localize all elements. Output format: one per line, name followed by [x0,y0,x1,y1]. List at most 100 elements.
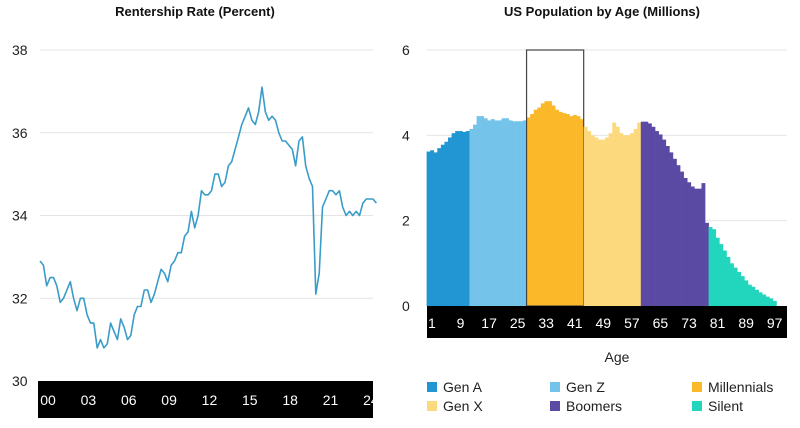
bar-gen-x [587,131,592,306]
y-tick-label: 6 [402,42,410,58]
legend-swatch [692,401,702,411]
y-tick-label: 0 [402,298,410,314]
bar-millennials [530,114,534,306]
bar-boomers [655,131,659,306]
legend-label: Boomers [566,398,622,414]
bar-gen-z [515,121,520,307]
legend-item: Gen X [427,398,483,414]
rentership-line [39,86,378,349]
bar-silent [730,263,734,306]
legend-label: Gen Z [566,379,605,395]
bar-gen-a [462,131,467,306]
legend-item: Silent [692,398,743,414]
bar-gen-x [630,133,634,306]
x-tick-label: 9 [457,315,465,331]
bar-gen-z [505,118,510,307]
bar-millennials [572,114,577,306]
x-tick-label: 25 [510,315,526,331]
bar-boomers [665,146,670,306]
bar-boomers [651,126,656,306]
x-tick-label: 15 [242,392,258,408]
bar-silent [755,289,759,306]
bar-silent [744,280,749,306]
bar-gen-z [494,120,499,307]
bar-silent [726,256,731,306]
bar-silent [737,271,742,306]
legend-item: Gen A [427,379,483,395]
bar-gen-z [487,120,492,307]
bar-silent [765,296,770,306]
bar-gen-x [637,122,642,307]
bar-gen-a [455,131,460,306]
bar-boomers [662,139,667,306]
bar-gen-a [440,144,445,306]
bar-gen-x [605,137,609,306]
y-tick-label: 34 [12,208,28,224]
legend-label: Millennials [708,379,773,395]
bar-gen-x [583,126,588,306]
left-chart-title: Rentership Rate (Percent) [115,4,275,19]
bar-millennials [565,114,570,306]
bar-gen-z [480,116,485,306]
x-tick-label: 57 [624,315,640,331]
bar-silent [772,300,777,306]
bar-gen-a [444,141,449,306]
legend-swatch [427,401,437,411]
y-tick-label: 36 [12,125,28,141]
bar-silent [733,267,738,306]
legend-swatch [692,382,702,392]
bar-gen-a [437,148,442,306]
bar-gen-x [615,126,620,306]
bar-millennials [558,111,563,306]
bar-silent [708,227,713,306]
x-tick-label: 41 [567,315,583,331]
x-tick-label: 12 [202,392,218,408]
y-tick-label: 2 [402,213,410,229]
legend-item: Millennials [692,379,773,395]
bar-gen-z [476,116,481,306]
bar-silent [747,284,752,306]
bar-silent [715,237,720,306]
x-tick-label: 81 [710,315,726,331]
x-tick-label: 00 [40,392,56,408]
x-tick-label: 24 [363,392,379,408]
bar-millennials [540,103,545,306]
bar-millennials [576,116,581,306]
bar-millennials [551,105,556,306]
bar-gen-z [483,118,488,307]
bar-gen-a [451,133,456,306]
x-axis-band [38,381,373,418]
x-tick-label: 17 [481,315,497,331]
x-tick-label: 33 [538,315,554,331]
bar-gen-z [512,121,517,307]
bar-boomers [697,188,702,306]
bar-gen-x [590,135,595,306]
bar-gen-a [433,152,438,306]
bar-gen-a [458,131,463,306]
bar-boomers [701,183,706,306]
bar-silent [769,298,774,306]
x-tick-label: 97 [767,315,783,331]
bar-boomers [705,222,709,306]
legend-item: Boomers [550,398,622,414]
x-tick-label: 03 [81,392,97,408]
legend-swatch [427,382,437,392]
bar-silent [758,292,763,306]
bar-gen-z [508,120,513,307]
legend: Gen A Gen Z Millennials Gen X Boomers Silent [427,379,773,414]
y-tick-label: 30 [12,373,28,389]
bar-millennials [537,107,542,306]
bar-gen-z [473,124,477,307]
bar-boomers [676,165,681,306]
bar-boomers [647,123,652,307]
bar-gen-z [522,120,527,307]
bar-gen-z [469,128,474,306]
bar-gen-x [626,135,631,306]
bar-boomers [687,182,692,306]
bar-millennials [569,116,574,306]
x-tick-label: 65 [653,315,669,331]
bar-gen-a [430,150,435,306]
bar-boomers [644,121,649,307]
bar-boomers [658,134,663,306]
